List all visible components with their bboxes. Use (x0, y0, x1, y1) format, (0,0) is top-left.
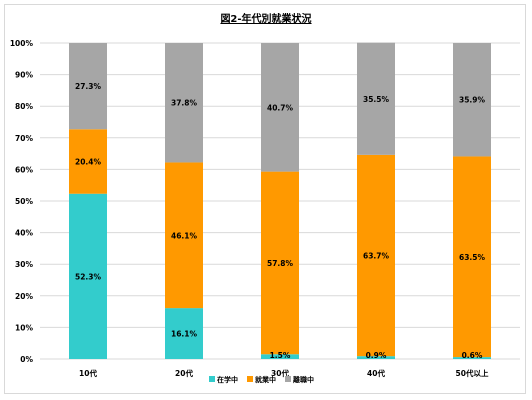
y-tick-label: 0% (20, 355, 33, 364)
bar-1-4 (357, 356, 395, 359)
data-label: 35.5% (363, 95, 390, 104)
data-label: 0.6% (462, 351, 483, 360)
data-label: 0.9% (366, 351, 387, 360)
data-label: 16.1% (171, 330, 198, 339)
y-tick-label: 60% (15, 165, 33, 174)
bar-2-5 (453, 156, 491, 358)
legend: 在学中 就業中 離職中 (209, 375, 314, 384)
x-tick-label: 40代 (367, 368, 385, 378)
legend-swatch (209, 376, 215, 382)
legend-label: 在学中 (217, 375, 238, 384)
data-label: 52.3% (75, 272, 102, 281)
x-tick-label: 20代 (175, 368, 193, 378)
y-tick-label: 20% (15, 292, 33, 301)
y-axis-tick-labels: 0% 10% 20% 30% 40% 50% 60% 70% 80% 90% 100% (10, 39, 34, 364)
x-axis-tick-labels: 10代 20代 30代 40代 50代以上 (79, 368, 489, 378)
y-tick-label: 100% (10, 39, 34, 48)
bar-3-3 (261, 43, 299, 172)
bar-2-1 (69, 129, 107, 194)
data-label: 63.5% (459, 253, 486, 262)
bar-1-3 (261, 354, 299, 359)
data-label: 40.7% (267, 103, 294, 112)
data-label: 27.3% (75, 82, 102, 91)
bars (69, 42, 491, 359)
data-label: 63.7% (363, 252, 390, 261)
y-tick-label: 90% (15, 71, 33, 80)
bar-3-2 (165, 43, 203, 163)
x-tick-label: 50代以上 (456, 368, 489, 378)
chart-title: 図2-年代別就業状況 (220, 14, 312, 25)
bar-1-5 (453, 357, 491, 359)
bar-2-4 (357, 154, 395, 357)
bar-2-2 (165, 162, 203, 309)
data-label: 37.8% (171, 99, 198, 108)
legend-label: 離職中 (293, 375, 314, 384)
data-label: 57.8% (267, 259, 294, 268)
bar-2-3 (261, 171, 299, 355)
legend-swatch (247, 376, 253, 382)
bar-3-4 (357, 42, 395, 155)
legend-swatch (285, 376, 291, 382)
y-tick-label: 70% (15, 134, 33, 143)
data-labels: 52.3% 20.4% 27.3% 16.1% 46.1% 37.8% 1.5% 57.8% 4… (75, 82, 486, 360)
data-label: 20.4% (75, 158, 102, 167)
bar-1-2 (165, 308, 203, 359)
x-tick-label: 30代 (271, 368, 289, 378)
y-tick-label: 80% (15, 102, 33, 111)
x-tick-label: 10代 (79, 368, 97, 378)
data-label: 1.5% (270, 351, 291, 360)
data-label: 46.1% (171, 231, 198, 240)
bar-1-1 (69, 193, 107, 359)
y-tick-label: 10% (15, 323, 33, 332)
y-tick-label: 50% (15, 197, 33, 206)
legend-label: 就業中 (255, 375, 276, 384)
bar-3-5 (453, 43, 491, 157)
bar-3-1 (69, 43, 107, 130)
y-tick-label: 30% (15, 260, 33, 269)
data-label: 35.9% (459, 96, 486, 105)
y-tick-label: 40% (15, 229, 33, 238)
